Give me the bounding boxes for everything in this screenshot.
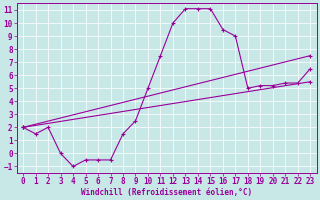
X-axis label: Windchill (Refroidissement éolien,°C): Windchill (Refroidissement éolien,°C)	[81, 188, 252, 197]
